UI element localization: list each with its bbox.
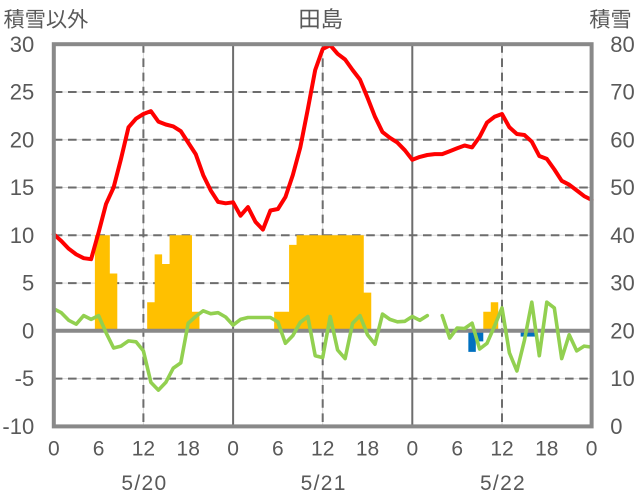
- svg-text:10: 10: [10, 223, 34, 248]
- svg-text:0: 0: [22, 318, 34, 343]
- svg-text:-10: -10: [2, 414, 34, 439]
- svg-text:0: 0: [406, 438, 418, 461]
- svg-text:80: 80: [610, 32, 634, 57]
- svg-text:18: 18: [535, 438, 558, 461]
- svg-text:5: 5: [22, 271, 34, 296]
- svg-text:10: 10: [610, 366, 634, 391]
- svg-text:5/21: 5/21: [301, 472, 347, 495]
- svg-text:30: 30: [10, 32, 34, 57]
- svg-text:40: 40: [610, 223, 634, 248]
- svg-text:20: 20: [610, 318, 634, 343]
- svg-text:70: 70: [610, 80, 634, 105]
- svg-text:50: 50: [610, 175, 634, 200]
- svg-text:30: 30: [610, 271, 634, 296]
- svg-text:0: 0: [610, 414, 622, 439]
- svg-text:15: 15: [10, 175, 34, 200]
- svg-text:60: 60: [610, 127, 634, 152]
- svg-text:6: 6: [93, 438, 105, 461]
- svg-text:5/20: 5/20: [121, 472, 167, 495]
- svg-text:25: 25: [10, 80, 34, 105]
- svg-text:18: 18: [356, 438, 379, 461]
- svg-text:6: 6: [451, 438, 463, 461]
- svg-text:12: 12: [311, 438, 334, 461]
- svg-text:18: 18: [177, 438, 200, 461]
- svg-text:6: 6: [272, 438, 284, 461]
- svg-text:5/22: 5/22: [480, 472, 526, 495]
- svg-text:12: 12: [132, 438, 155, 461]
- svg-text:0: 0: [48, 438, 60, 461]
- svg-text:-5: -5: [15, 366, 35, 391]
- svg-text:12: 12: [490, 438, 513, 461]
- svg-text:20: 20: [10, 127, 34, 152]
- svg-text:0: 0: [227, 438, 239, 461]
- svg-text:0: 0: [586, 438, 598, 461]
